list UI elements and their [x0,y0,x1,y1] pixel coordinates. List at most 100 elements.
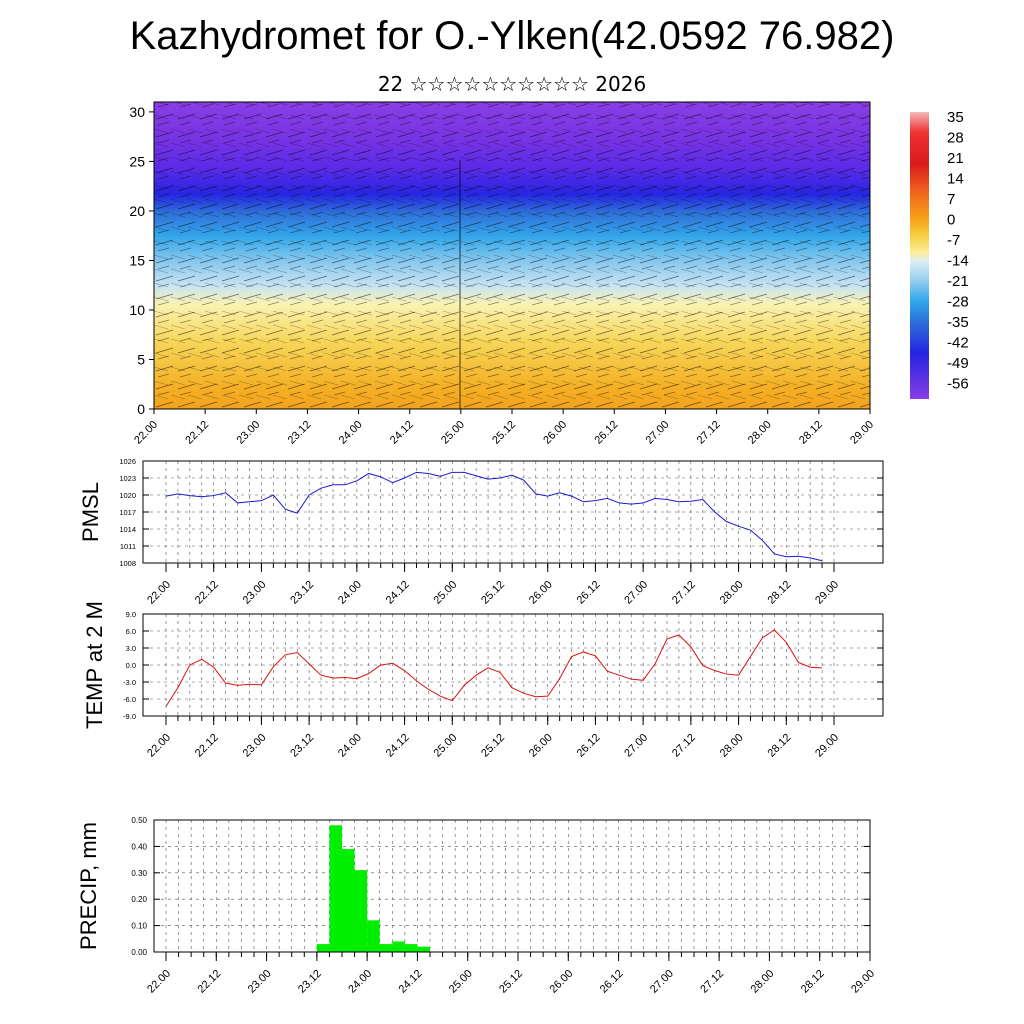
y-tick-label: 6.0 [126,627,136,636]
y-tick-label: -3.0 [123,678,136,687]
x-tick-label: 23.00 [241,579,269,607]
temperature-grid [143,613,883,717]
precip-bars [316,825,430,952]
xsec-x-tick-label: 25.00 [439,419,467,447]
x-tick-label: 25.00 [431,732,459,760]
colorbar-label: -21 [947,273,969,290]
cross-section-x-axis: 22.00 22.12 23.00 23.12 24.00 24.12 25.00 25.12… [132,409,876,447]
colorbar-label: -28 [947,294,969,311]
x-tick-label: 24.00 [346,968,374,996]
xsec-x-tick-label: 28.00 [746,419,774,447]
pmsl-grid [143,460,883,564]
x-tick-label: 29.00 [813,579,841,607]
y-tick-label: 0.10 [131,922,147,931]
temperature-panel: 9.0 6.0 3.0 0.0 -3.0 -6.0 -9.0 22.00 22.12 23.00… [82,601,884,760]
y-tick-label: 1014 [119,525,136,534]
colorbar: 35 28 21 14 7 0 -7 -14 -21 -28 -35 -42 -49 -56 [910,109,969,399]
pmsl-x-axis: 22.00 22.12 23.00 23.12 24.00 24.12 25.00 25.12… [145,563,841,607]
x-tick-label: 27.00 [622,579,650,607]
pmsl-series-line [165,471,823,562]
x-tick-label: 23.12 [296,968,324,996]
x-tick-label: 26.12 [598,968,626,996]
precip-panel: 0.50 0.40 0.30 0.20 0.10 0.00 22.00 22.12 23.00… [76,816,877,996]
y-tick-label: -9.0 [123,712,136,721]
x-tick-label: 27.00 [648,968,676,996]
xsec-x-tick-label: 23.00 [234,419,262,447]
xsec-x-tick-label: 26.12 [592,419,620,447]
temperature-y-axis: 9.0 6.0 3.0 0.0 -3.0 -6.0 -9.0 [123,610,883,721]
precip-bar [392,941,405,952]
cross-section-panel: 0 5 10 15 20 25 30 22.00 22.12 23.00 23.12 24.00 24… [129,101,876,447]
precip-bar [417,946,430,952]
colorbar-label: 14 [947,171,964,188]
xsec-y-tick-label: 30 [129,104,145,120]
y-tick-label: 9.0 [126,610,136,619]
xsec-y-tick-label: 0 [137,401,145,417]
precip-ylabel: PRECIP, mm [76,822,101,950]
x-tick-label: 22.12 [193,579,221,607]
x-tick-label: 28.00 [749,968,777,996]
y-tick-label: 0.20 [131,895,147,904]
x-tick-label: 26.12 [575,732,603,760]
x-tick-label: 23.00 [241,732,269,760]
xsec-y-tick-label: 5 [137,351,145,367]
precip-bar [367,920,380,952]
precip-y-axis: 0.50 0.40 0.30 0.20 0.10 0.00 [131,816,870,957]
x-tick-label: 26.00 [527,732,555,760]
xsec-x-tick-label: 23.12 [286,419,314,447]
x-tick-label: 28.12 [765,732,793,760]
colorbar-label: -49 [947,355,969,372]
xsec-x-tick-label: 27.00 [644,419,672,447]
x-tick-label: 26.00 [547,968,575,996]
x-tick-label: 28.00 [718,579,746,607]
y-tick-label: 1011 [120,542,136,551]
x-tick-label: 28.00 [718,732,746,760]
x-tick-label: 27.12 [698,968,726,996]
y-tick-label: 0.40 [131,842,147,851]
precip-x-axis: 22.00 22.12 23.00 23.12 24.00 24.12 25.00 25.12… [145,952,877,996]
x-tick-label: 25.12 [497,968,525,996]
xsec-y-tick-label: 15 [129,252,145,268]
y-tick-label: 1026 [119,457,136,466]
x-tick-label: 22.12 [193,732,221,760]
x-tick-label: 25.12 [479,579,507,607]
precip-bar [379,944,393,952]
x-tick-label: 26.12 [575,579,603,607]
y-tick-label: 0.50 [131,816,147,825]
y-tick-label: 1017 [119,508,136,517]
page-title: Kazhydromet for O.-Ylken(42.0592 76.982) [129,14,895,58]
x-tick-label: 22.00 [145,968,173,996]
x-tick-label: 23.12 [288,579,316,607]
x-tick-label: 24.12 [384,732,412,760]
temperature-x-axis: 22.00 22.12 23.00 23.12 24.00 24.12 25.00 25.12… [145,716,841,760]
temperature-ylabel: TEMP at 2 M [82,601,107,729]
y-tick-label: -6.0 [123,695,136,704]
y-tick-label: 1008 [119,559,136,568]
colorbar-label: -56 [947,376,969,393]
x-tick-label: 27.12 [670,579,698,607]
colorbar-label: -35 [947,314,969,331]
y-tick-label: 1023 [119,474,136,483]
x-tick-label: 24.00 [336,732,364,760]
precip-bar [354,870,368,952]
y-tick-label: 3.0 [126,644,136,653]
colorbar-label: -42 [947,335,969,352]
precip-frame [153,819,871,953]
y-tick-label: 0.00 [131,948,147,957]
x-tick-label: 24.00 [336,579,364,607]
temperature-frame [142,613,884,717]
xsec-x-tick-label: 28.12 [797,419,825,447]
x-tick-label: 25.12 [479,732,507,760]
x-tick-label: 27.12 [670,732,698,760]
xsec-x-tick-label: 26.00 [541,419,569,447]
xsec-x-tick-label: 22.00 [132,419,160,447]
xsec-y-tick-label: 10 [129,302,145,318]
precip-bar [329,825,342,952]
colorbar-label: 21 [947,150,964,167]
colorbar-gradient [910,112,929,399]
xsec-y-tick-label: 20 [129,203,145,219]
precip-grid [154,819,871,953]
x-tick-label: 27.00 [622,732,650,760]
xsec-x-tick-label: 22.12 [183,419,211,447]
